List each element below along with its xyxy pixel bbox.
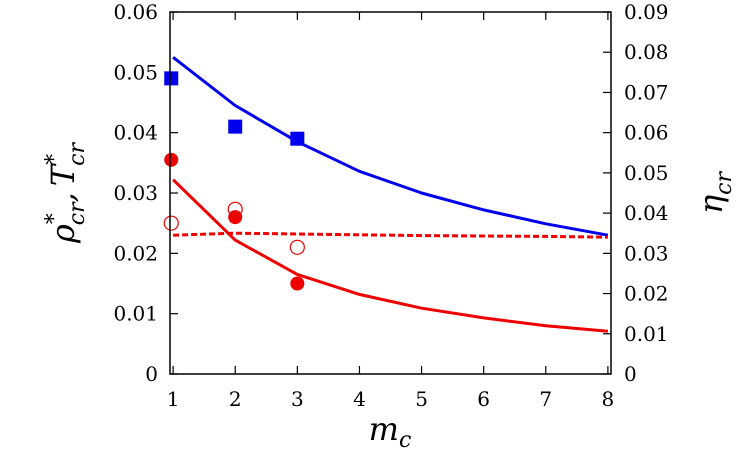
y-right-tick-label: 0.06 <box>624 121 669 145</box>
x-tick-label: 4 <box>353 387 366 411</box>
y-left-tick-label: 0.03 <box>113 181 158 205</box>
y-right-tick-label: 0.04 <box>624 201 669 225</box>
x-tick-label: 8 <box>602 387 615 411</box>
blue-solid-line <box>172 56 609 237</box>
blue-squares-point <box>228 119 243 134</box>
blue-squares-point <box>290 131 305 146</box>
red-open-circles-point <box>163 215 179 231</box>
y-left-rho: ρ <box>44 224 82 244</box>
y-left-tick-label: 0 <box>145 362 158 386</box>
axis-ticks <box>170 11 611 375</box>
y-left-tick-label: 0.02 <box>113 241 158 265</box>
red-open-circles-point <box>289 239 305 255</box>
y-left-tick-label: 0.04 <box>113 121 158 145</box>
red-solid-line <box>172 178 609 333</box>
red-filled-circles-point <box>228 210 243 225</box>
red-filled-circles-point <box>290 276 305 291</box>
x-tick-label: 1 <box>167 387 180 411</box>
x-tick-label: 2 <box>229 387 242 411</box>
y-left-t: T <box>44 162 82 186</box>
x-tick-label: 3 <box>291 387 304 411</box>
y-right-tick-label: 0 <box>624 362 637 386</box>
x-label: mc <box>369 410 412 451</box>
plot-frame <box>169 11 612 375</box>
y-right-tick-label: 0.05 <box>624 161 669 185</box>
y-left-tick-label: 0.01 <box>113 302 158 326</box>
y-right-tick-label: 0.01 <box>624 322 669 346</box>
y-left-tick-label: 0.05 <box>113 60 158 84</box>
red-dashed-line <box>173 231 608 239</box>
blue-squares-point <box>164 71 179 86</box>
series-layer <box>163 56 609 333</box>
y-right-label: ηcr <box>692 171 737 214</box>
y-right-tick-label: 0.03 <box>624 241 669 265</box>
tick-labels: 1 2 3 4 5 6 7 800.010.020.030.040.050.0600.010.… <box>113 0 668 411</box>
y-right-tick-label: 0.02 <box>624 282 669 306</box>
red-open-circles-point <box>227 201 243 217</box>
y-left-label: ρ*cr,T*cr <box>42 142 90 244</box>
x-tick-label: 7 <box>539 387 552 411</box>
y-left-tick-label: 0.06 <box>113 0 158 24</box>
x-tick-label: 6 <box>477 387 490 411</box>
y-right-tick-label: 0.07 <box>624 80 669 104</box>
y-right-tick-label: 0.08 <box>624 40 669 64</box>
red-filled-circles-point <box>164 152 179 167</box>
y-right-tick-label: 0.09 <box>624 0 669 24</box>
x-tick-label: 5 <box>415 387 428 411</box>
